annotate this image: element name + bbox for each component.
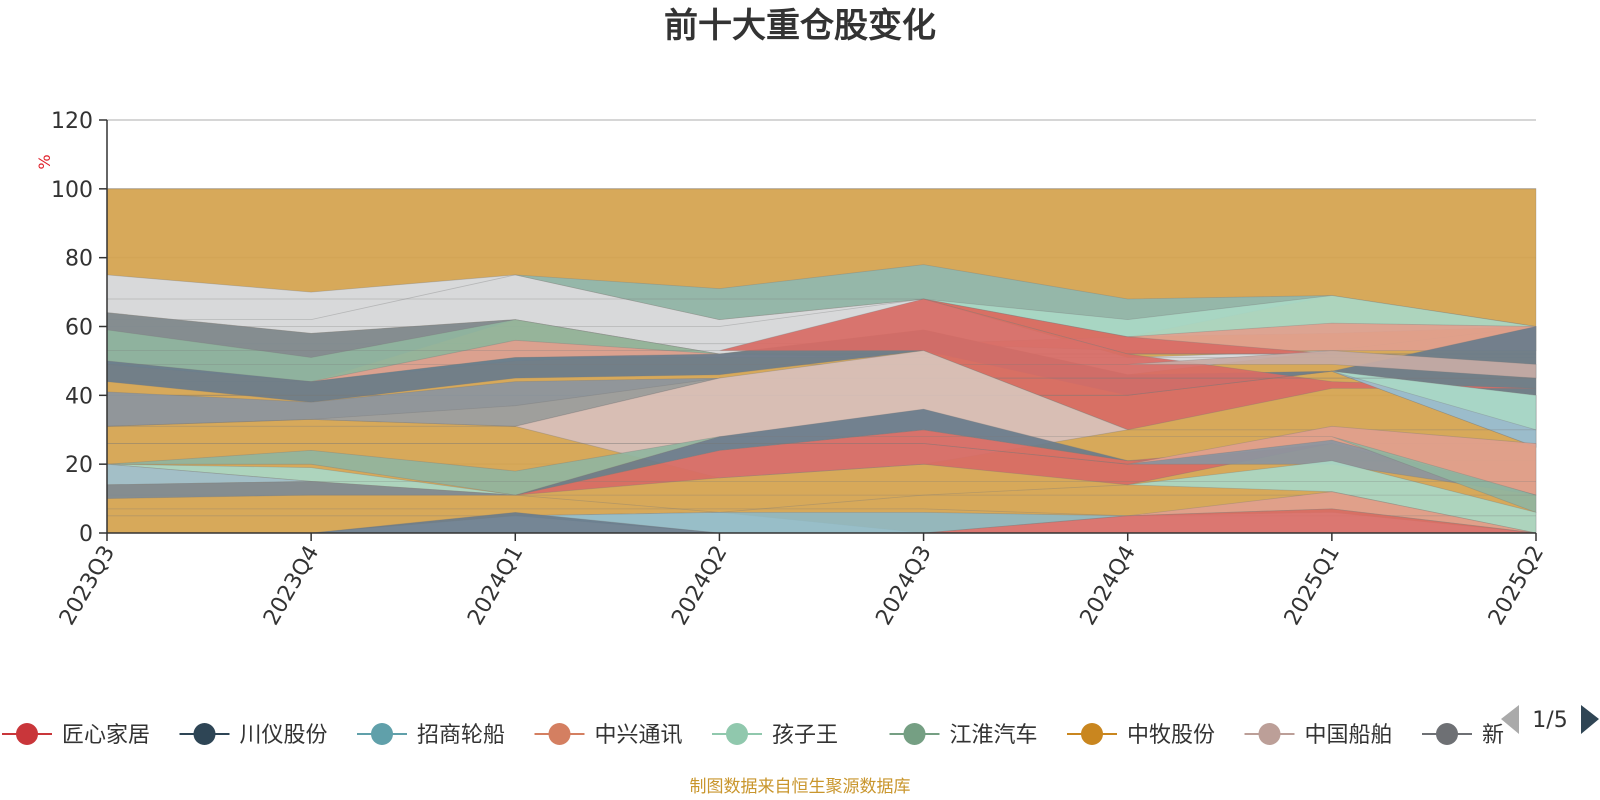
legend-item[interactable]: 江淮汽车 — [889, 723, 1038, 748]
legend-item[interactable]: 中国船舶 — [1244, 723, 1393, 748]
legend-marker — [16, 723, 38, 745]
legend-label: 川仪股份 — [240, 723, 328, 748]
y-tick-label: 100 — [51, 178, 93, 203]
y-axis-unit: % — [35, 154, 54, 169]
legend-marker — [1436, 723, 1458, 745]
legend-prev-icon[interactable] — [1501, 705, 1519, 734]
legend-marker — [1258, 723, 1281, 745]
legend-item[interactable]: 中牧股份 — [1067, 723, 1215, 748]
chart-title: 前十大重仓股变化 — [664, 6, 936, 46]
legend-marker — [371, 723, 393, 745]
legend-marker — [903, 723, 926, 745]
legend-item[interactable]: 招商轮船 — [357, 723, 505, 748]
legend-label: 招商轮船 — [417, 723, 505, 748]
legend-label: 中国船舶 — [1305, 723, 1393, 748]
x-tick-label: 2023Q4 — [259, 542, 324, 630]
x-tick-label: 2025Q1 — [1280, 542, 1345, 630]
series-area-18 — [107, 429, 1536, 496]
legend-pager: 1/5 — [1501, 705, 1599, 734]
legend-label: 匠心家居 — [62, 723, 150, 748]
series-area-22 — [106, 436, 1537, 513]
legend-item[interactable]: 川仪股份 — [179, 723, 328, 748]
series-area-6 — [107, 298, 1536, 355]
legend-label: 中兴通讯 — [595, 723, 683, 748]
legend-marker — [1081, 723, 1103, 745]
legend-label: 中牧股份 — [1127, 723, 1215, 748]
legend-item[interactable]: 新 — [1422, 723, 1504, 748]
legend[interactable]: 匠心家居 川仪股份 招商轮船 中兴通讯 孩子王 江淮汽车 中牧股份 中国船舶 新 — [2, 723, 1504, 748]
x-tick-label: 2025Q2 — [1484, 542, 1549, 630]
y-tick-label: 20 — [65, 453, 93, 478]
series-area-25 — [106, 480, 1536, 500]
series-area-11 — [107, 298, 1537, 431]
x-tick-label: 2023Q3 — [55, 542, 120, 630]
x-tick-label: 2024Q3 — [871, 542, 936, 630]
legend-label: 江淮汽车 — [950, 723, 1038, 748]
legend-item[interactable]: 匠心家居 — [2, 723, 150, 748]
legend-item[interactable]: 孩子王 — [712, 723, 838, 748]
y-tick-label: 0 — [79, 522, 93, 547]
legend-marker — [548, 723, 571, 745]
legend-page-indicator: 1/5 — [1532, 708, 1567, 733]
y-tick-label: 60 — [65, 316, 93, 341]
legend-label: 孩子王 — [772, 723, 838, 748]
legend-marker — [193, 723, 216, 745]
y-tick-label: 120 — [51, 109, 93, 134]
plot-area — [106, 188, 1537, 534]
x-tick-label: 2024Q4 — [1076, 542, 1141, 630]
x-tick-label: 2024Q1 — [463, 542, 528, 630]
y-tick-label: 80 — [65, 247, 93, 272]
source-note: 制图数据来自恒生聚源数据库 — [690, 777, 911, 797]
legend-item[interactable]: 中兴通讯 — [534, 723, 683, 748]
legend-label: 新 — [1482, 723, 1504, 748]
legend-marker — [726, 723, 748, 745]
series-area-17 — [107, 350, 1536, 479]
series-area-24 — [106, 463, 1536, 486]
legend-next-icon[interactable] — [1581, 705, 1599, 734]
series-area-20 — [107, 425, 1537, 496]
series-area-23 — [106, 460, 1537, 534]
x-tick-label: 2024Q2 — [667, 542, 732, 630]
series-area-14 — [107, 350, 1537, 379]
y-tick-label: 40 — [65, 384, 93, 409]
